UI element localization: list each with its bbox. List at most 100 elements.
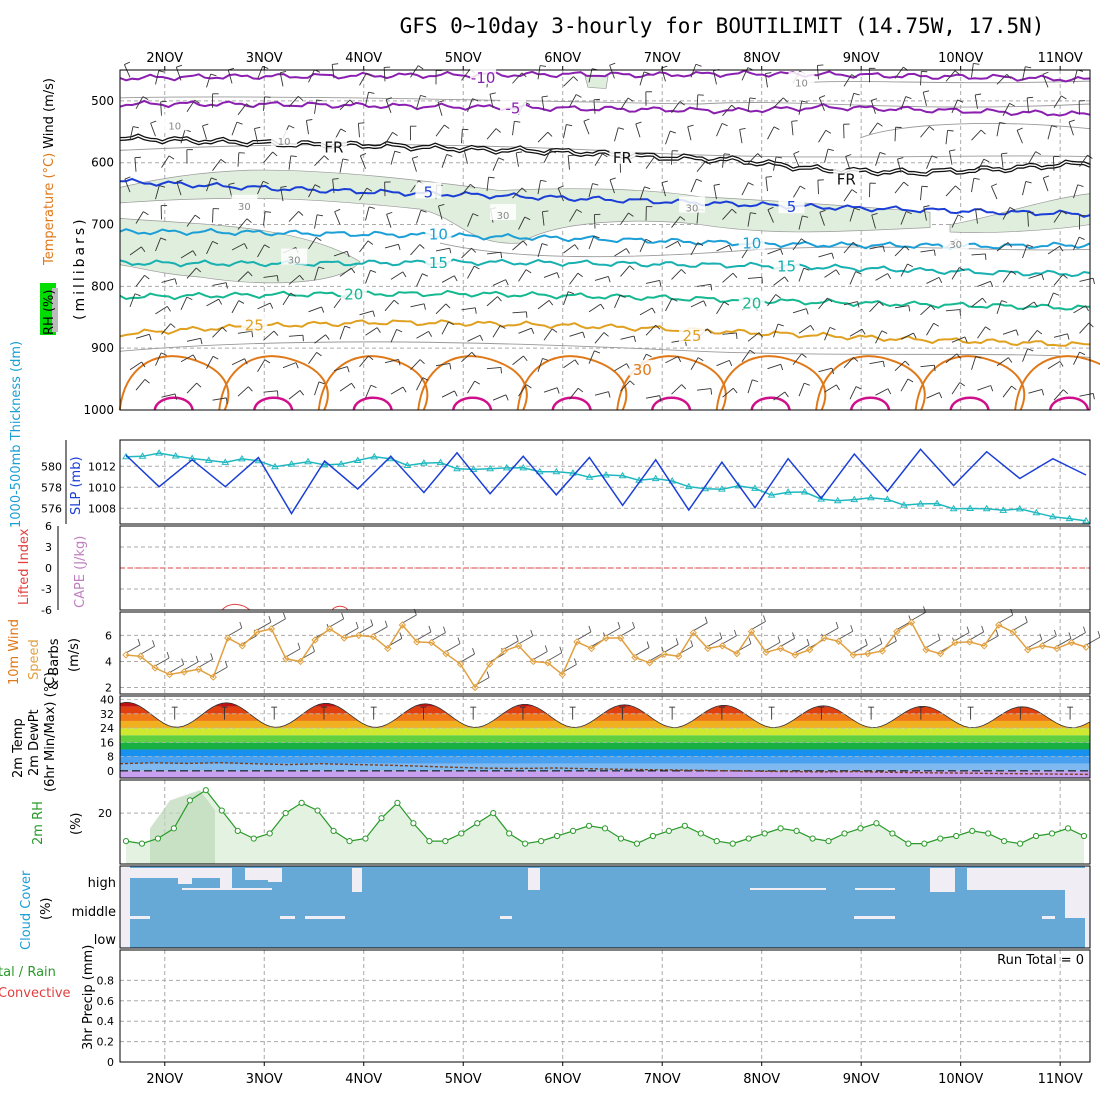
wind-barb-flag <box>575 94 582 98</box>
wind-barb <box>305 120 309 135</box>
wind-barb-flag <box>200 338 203 345</box>
wind-barb-flag <box>1041 389 1045 396</box>
precip-convective-legend: Convective <box>0 986 71 1001</box>
wind-barb <box>467 380 476 394</box>
contour-label: 10 <box>429 225 448 243</box>
contour-label-bg <box>415 182 442 199</box>
wind-barb <box>492 325 501 338</box>
precip-axis-label: 3hr Precip (mm) <box>81 945 96 1050</box>
wind-barb <box>696 160 707 172</box>
wind-barb <box>977 280 991 287</box>
wind-barb <box>180 296 188 311</box>
wind-barb-flag <box>500 324 506 329</box>
wind-barb-flag <box>748 182 754 186</box>
wind-barb-flag <box>829 326 836 331</box>
wind-barb-flag <box>805 308 809 315</box>
wind-barb-10m-flag <box>1053 629 1057 636</box>
wind-barb <box>818 297 828 310</box>
wind-barb-flag <box>954 70 960 75</box>
wind-barb-10m-flag <box>384 620 388 627</box>
wind-barb-flag <box>124 176 131 180</box>
temp-tick: 40 <box>100 694 114 707</box>
wind-barb-flag <box>710 284 713 291</box>
contour-label-bg <box>161 114 188 131</box>
wind-barb-flag <box>957 214 964 218</box>
cloud-clear-area <box>1065 890 1090 918</box>
wind-barb-10m-flag <box>617 621 621 629</box>
wind-barb-flag <box>931 155 938 159</box>
wind-barb <box>798 382 805 397</box>
wind-barb-10m <box>693 622 708 632</box>
date-label-top: 6NOV <box>544 51 581 66</box>
isotherm-30-loop <box>1014 355 1100 411</box>
rh-point <box>617 835 625 842</box>
wind-barb-flag <box>453 275 458 282</box>
wind-barb <box>512 187 523 199</box>
wind-barb <box>486 128 497 140</box>
wind-barb <box>467 213 474 227</box>
wind-barb-flag <box>174 278 178 285</box>
wind-barb-10m <box>154 657 170 667</box>
wind-barb-10m <box>183 661 199 671</box>
rh-point <box>857 825 864 832</box>
wind-barb-flag <box>681 384 687 390</box>
date-label-top: 10NOV <box>938 51 983 66</box>
wind-barb-flag <box>523 355 528 362</box>
wind-barb <box>645 279 660 284</box>
wind-barb-flag <box>975 93 982 96</box>
lifted-index-line <box>221 603 251 611</box>
wind-barb <box>461 68 471 81</box>
rh-point <box>554 832 561 840</box>
wind-barb-flag <box>603 332 609 337</box>
wind-barb-flag <box>556 387 560 394</box>
wind-barb <box>900 378 909 392</box>
wind-barb-flag <box>479 335 484 341</box>
wind-barb-flag <box>422 273 428 277</box>
lifted-index-tick: -3 <box>41 583 52 596</box>
wind-barb <box>135 96 144 110</box>
wind-barb-flag <box>1077 184 1084 187</box>
wind-barb-flag <box>316 214 324 217</box>
wind-barb <box>567 155 570 170</box>
pressure-axis-label: (millibars) <box>72 216 88 320</box>
wind-barb <box>314 266 319 281</box>
wind-barb-flag <box>280 185 287 188</box>
slp-line <box>125 448 1087 515</box>
wind-barb-flag <box>739 127 746 130</box>
slp-tick: 1010 <box>88 481 116 494</box>
wind-speed-line <box>125 621 1087 689</box>
wind-barb <box>263 151 273 163</box>
wind-barb <box>263 275 278 278</box>
precip-tick: 0.6 <box>97 995 115 1008</box>
wind-barb <box>186 99 196 113</box>
date-label-top: 11NOV <box>1038 51 1083 66</box>
wind-barb <box>288 211 299 222</box>
wind-barb-10m-flag <box>166 651 170 659</box>
wind-barb-flag <box>959 309 961 316</box>
wind-barb <box>1027 212 1029 227</box>
wind-barb <box>563 244 576 254</box>
wind-barb <box>900 263 908 277</box>
wind-barb-10m-flag <box>297 642 301 649</box>
wind-axis-label: (m/s) <box>67 638 82 672</box>
wind-barb-flag <box>1051 125 1058 128</box>
wind-barb-flag <box>619 294 626 298</box>
temp-color-band <box>120 696 1090 700</box>
wind-barb-flag <box>288 125 295 129</box>
wind-barb <box>614 294 621 309</box>
wind-barb-flag <box>933 365 936 372</box>
wind-barb-flag <box>176 64 183 68</box>
wind-barb <box>1022 66 1026 81</box>
wind-barb <box>237 386 249 397</box>
wind-barb-flag <box>773 126 780 130</box>
wind-barb <box>515 152 519 167</box>
wind-barb-flag <box>176 179 183 183</box>
wind-barb-flag <box>246 218 252 223</box>
wind-barb <box>492 394 507 401</box>
rh-point <box>921 840 928 847</box>
wind-barb <box>155 352 162 366</box>
wind-barb <box>461 307 476 311</box>
wind-barb <box>359 187 368 201</box>
wind-barb-10m <box>227 627 243 637</box>
wind-barb <box>161 278 176 283</box>
